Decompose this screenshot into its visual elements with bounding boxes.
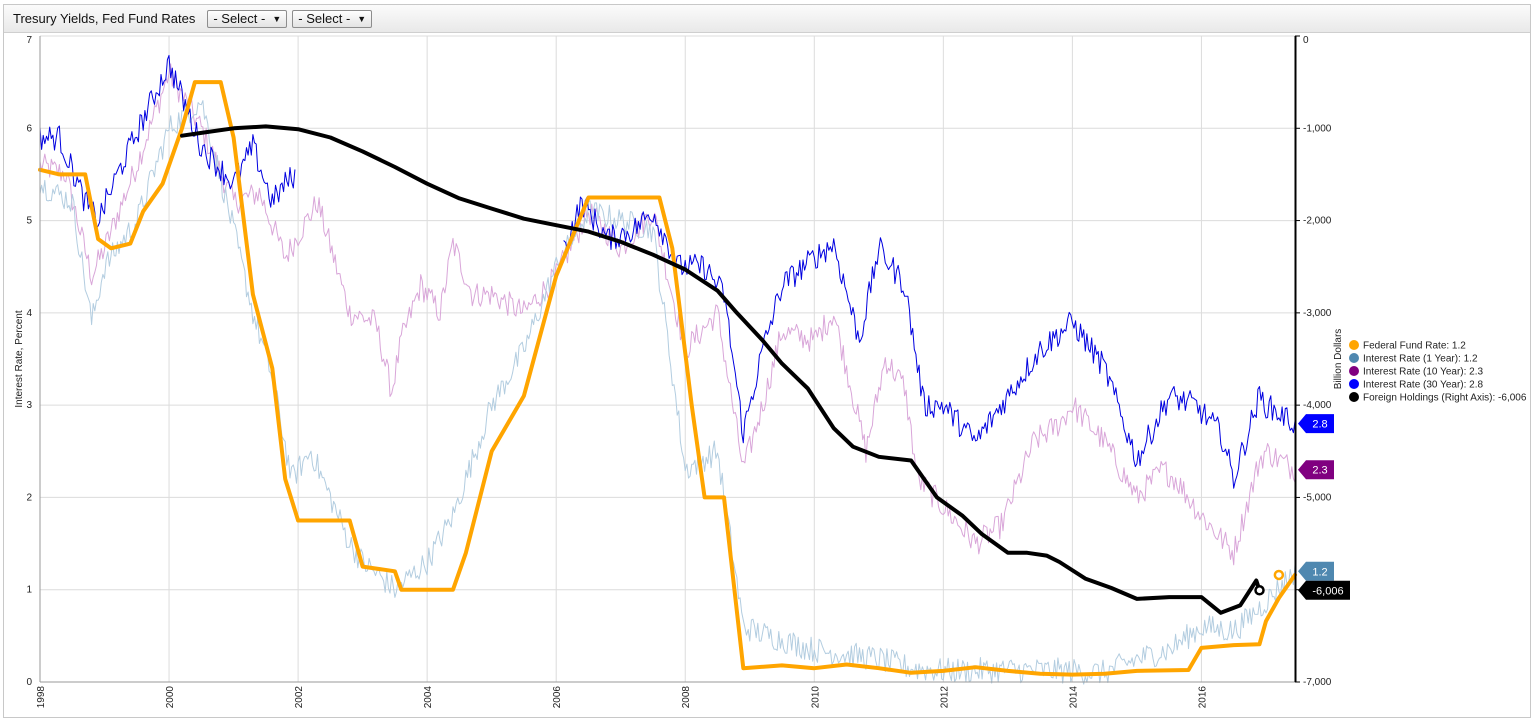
legend-entry[interactable]: Interest Rate (1 Year): 1.2 xyxy=(1363,354,1478,365)
select-1-label: - Select - xyxy=(213,11,266,26)
legend-swatch xyxy=(1349,379,1359,389)
series-lines xyxy=(38,54,1297,685)
legend: Federal Fund Rate: 1.2 Interest Rate (1 Y… xyxy=(1349,340,1527,404)
legend-swatch xyxy=(1349,366,1359,376)
end-value-label: -6,006 xyxy=(1312,585,1343,597)
y-right-tick-label: -1,000 xyxy=(1303,123,1332,134)
x-tick-label: 2016 xyxy=(1197,686,1208,709)
y-left-tick-label: 0 xyxy=(26,677,32,688)
y-left-axis-title: Interest Rate, Percent xyxy=(14,310,25,407)
legend-entry[interactable]: Interest Rate (10 Year): 2.3 xyxy=(1363,367,1484,378)
series-line-interest-rate-10-year xyxy=(39,63,1296,566)
x-tick-label: 2014 xyxy=(1068,686,1079,709)
legend-swatch xyxy=(1349,392,1359,402)
end-value-badge xyxy=(1298,460,1334,480)
y-right-tick-label: 0 xyxy=(1303,35,1309,46)
y-right-tick-label: -7,000 xyxy=(1303,677,1332,688)
series-line-interest-rate-1-year xyxy=(39,100,1296,685)
legend-entry[interactable]: Federal Fund Rate: 1.2 xyxy=(1363,341,1466,352)
legend-swatch xyxy=(1349,340,1359,350)
end-value-badge xyxy=(1298,580,1350,600)
end-value-badges: 2.8 2.3 1.2 -6,006 xyxy=(1298,414,1350,600)
end-value-label: 1.2 xyxy=(1312,566,1327,578)
legend-entry[interactable]: Interest Rate (30 Year): 2.8 xyxy=(1363,380,1484,391)
series-end-marker xyxy=(1273,569,1285,581)
x-tick-label: 2008 xyxy=(681,686,692,709)
end-value-label: 2.3 xyxy=(1312,465,1327,477)
chevron-down-icon: ▼ xyxy=(357,13,367,24)
y-left-tick-label: 6 xyxy=(26,123,32,134)
series-select-1[interactable]: - Select - ▼ xyxy=(207,9,288,28)
end-value-label: 2.8 xyxy=(1312,419,1327,431)
y-left-tick-label: 4 xyxy=(26,308,32,319)
y-left-tick-label: 3 xyxy=(26,400,32,411)
y-right-tick-label: -2,000 xyxy=(1303,216,1332,227)
chevron-down-icon: ▼ xyxy=(272,13,282,24)
series-end-marker xyxy=(1254,585,1265,596)
y-right-tick-label: -5,000 xyxy=(1303,492,1332,503)
x-tick-label: 1998 xyxy=(36,686,47,709)
x-tick-label: 2012 xyxy=(939,686,950,709)
series-select-2[interactable]: - Select - ▼ xyxy=(292,9,373,28)
end-value-badge xyxy=(1298,561,1334,581)
chart-toolbar: Tresury Yields, Fed Fund Rates - Select … xyxy=(4,5,1530,33)
y-left-tick-label: 5 xyxy=(26,216,32,227)
x-tick-label: 2000 xyxy=(165,686,176,709)
x-tick-label: 2006 xyxy=(552,686,563,709)
legend-entry[interactable]: Foreign Holdings (Right Axis): -6,006 xyxy=(1363,393,1527,404)
x-tick-label: 2004 xyxy=(423,686,434,709)
x-tick-label: 2002 xyxy=(294,686,305,709)
y-left-tick-label: 2 xyxy=(26,492,32,503)
y-left-tick-label: 1 xyxy=(26,585,32,596)
y-right-axis-title: Billion Dollars xyxy=(1333,329,1344,390)
end-value-badge xyxy=(1298,414,1334,434)
series-line-foreign-holdings-right-axis xyxy=(180,124,1262,615)
x-tick-label: 2010 xyxy=(810,686,821,709)
y-right-tick-label: -3,000 xyxy=(1303,308,1332,319)
y-right-tick-label: -4,000 xyxy=(1303,400,1332,411)
legend-swatch xyxy=(1349,353,1359,363)
series-line-federal-fund-rate xyxy=(38,80,1297,677)
series-line-interest-rate-30-year xyxy=(39,54,1296,489)
y-left-tick-label: 7 xyxy=(26,35,32,46)
select-2-label: - Select - xyxy=(298,11,351,26)
chart-title: Tresury Yields, Fed Fund Rates xyxy=(13,11,196,26)
